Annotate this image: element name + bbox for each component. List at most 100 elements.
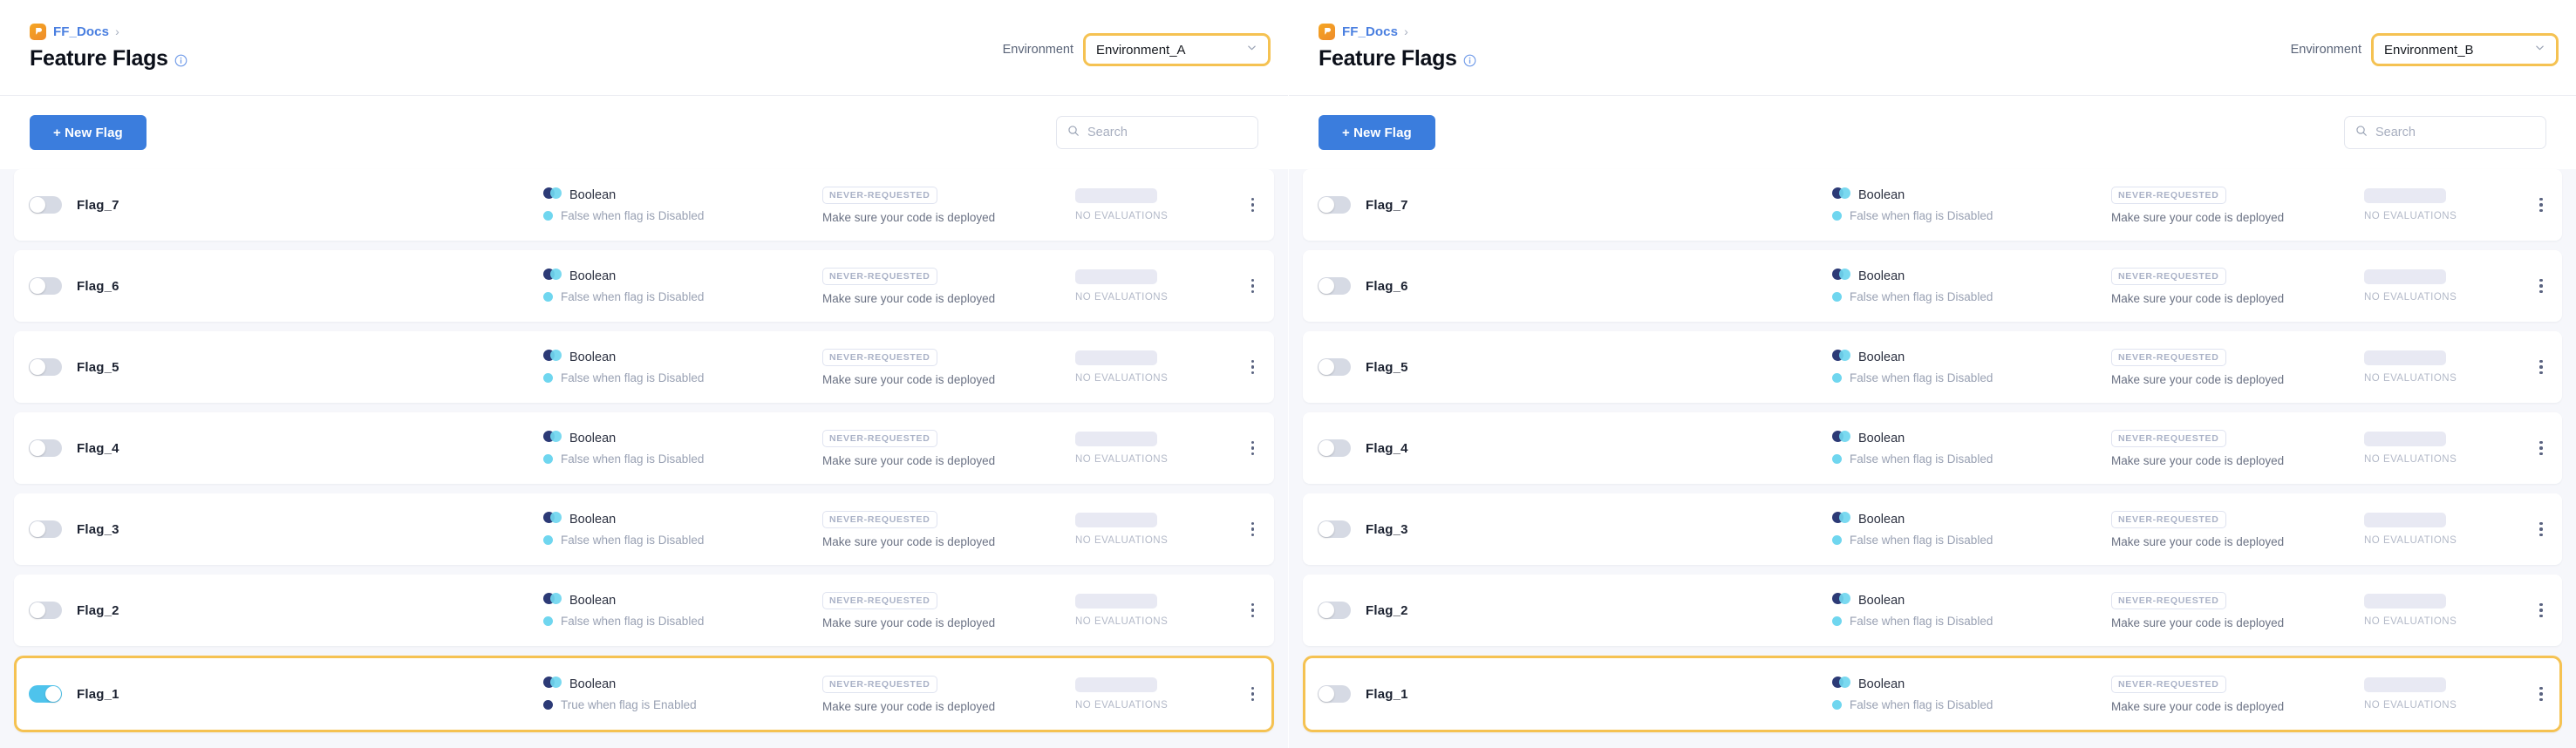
flag-variation-row: False when flag is Disabled <box>543 452 822 466</box>
flag-variation-text: False when flag is Disabled <box>1850 698 1993 711</box>
flag-name-cell: Flag_5 <box>29 358 543 376</box>
flag-toggle[interactable] <box>29 196 62 214</box>
breadcrumb-link-ff-docs[interactable]: FF_Docs <box>1342 24 1399 39</box>
flag-type-label: Boolean <box>1858 432 1905 445</box>
page-header: FF_Docs › Feature Flags Environment Environm… <box>0 0 1288 96</box>
row-menu-button[interactable] <box>1250 686 1256 702</box>
flag-row[interactable]: Flag_7 Boolean False when flag is Disabled… <box>1303 169 2562 241</box>
status-badge-wrap: NEVER-REQUESTED <box>822 429 1075 447</box>
row-menu-button[interactable] <box>2539 686 2544 702</box>
row-menu-button[interactable] <box>1250 197 1256 213</box>
row-menu-button[interactable] <box>2539 440 2544 456</box>
boolean-icon <box>1832 593 1850 609</box>
flag-row[interactable]: Flag_7 Boolean False when flag is Disabled… <box>14 169 1274 241</box>
boolean-icon <box>543 512 562 527</box>
status-badge: NEVER-REQUESTED <box>822 675 937 693</box>
kebab-menu-icon <box>2539 359 2543 375</box>
flag-toggle[interactable] <box>1318 277 1351 295</box>
flag-toggle[interactable] <box>1318 439 1351 457</box>
flag-row[interactable]: Flag_6 Boolean False when flag is Disabled… <box>1303 250 2562 322</box>
status-badge: NEVER-REQUESTED <box>822 591 937 609</box>
status-badge: NEVER-REQUESTED <box>822 267 937 285</box>
flag-type-label: Boolean <box>1858 513 1905 527</box>
flag-toggle[interactable] <box>29 602 62 619</box>
evaluations-placeholder-bar <box>1075 677 1157 692</box>
info-icon[interactable] <box>174 54 187 67</box>
flag-name-cell: Flag_4 <box>1318 439 1832 457</box>
row-menu-button[interactable] <box>1250 440 1256 456</box>
row-menu-button[interactable] <box>2539 278 2544 294</box>
row-menu-button[interactable] <box>2539 197 2544 213</box>
flag-toggle[interactable] <box>1318 602 1351 619</box>
row-menu-button[interactable] <box>1250 602 1256 618</box>
row-menu-button[interactable] <box>2539 602 2544 618</box>
kebab-menu-icon <box>1251 440 1255 456</box>
status-hint-text: Make sure your code is deployed <box>2111 534 2285 548</box>
row-menu-button[interactable] <box>2539 521 2544 537</box>
variation-dot-icon <box>1832 454 1842 464</box>
flag-name: Flag_2 <box>77 602 119 618</box>
flag-type-cell: Boolean False when flag is Disabled <box>543 593 822 628</box>
flag-row[interactable]: Flag_1 Boolean False when flag is Disabled… <box>1303 656 2562 732</box>
flag-row[interactable]: Flag_5 Boolean False when flag is Disabled… <box>14 331 1274 403</box>
variation-dot-icon <box>1832 700 1842 710</box>
variation-dot-icon <box>1832 373 1842 383</box>
search-box[interactable] <box>1056 116 1258 149</box>
flag-row[interactable]: Flag_4 Boolean False when flag is Disabled… <box>1303 412 2562 484</box>
flag-toggle[interactable] <box>29 358 62 376</box>
flag-status-cell: NEVER-REQUESTED Make sure your code is de… <box>2111 675 2364 713</box>
status-badge-wrap: NEVER-REQUESTED <box>822 675 1075 693</box>
search-input[interactable] <box>1087 126 1247 139</box>
flag-status-cell: NEVER-REQUESTED Make sure your code is de… <box>2111 510 2364 548</box>
flag-name: Flag_1 <box>1366 686 1408 702</box>
flag-type-row: Boolean <box>543 269 822 284</box>
search-input[interactable] <box>2375 126 2535 139</box>
flag-toggle[interactable] <box>1318 685 1351 703</box>
flag-row[interactable]: Flag_4 Boolean False when flag is Disabled… <box>14 412 1274 484</box>
flag-row[interactable]: Flag_3 Boolean False when flag is Disabled… <box>14 493 1274 565</box>
environment-select[interactable]: Environment_A <box>1083 33 1271 66</box>
flag-variation-text: False when flag is Disabled <box>561 290 705 303</box>
evaluations-placeholder-bar <box>2364 269 2446 284</box>
flag-row[interactable]: Flag_5 Boolean False when flag is Disabled… <box>1303 331 2562 403</box>
flag-type-row: Boolean <box>1832 677 2111 692</box>
toggle-knob <box>1319 521 1334 537</box>
flag-row[interactable]: Flag_2 Boolean False when flag is Disabled… <box>14 575 1274 646</box>
boolean-icon <box>1832 187 1850 203</box>
row-menu-button[interactable] <box>2539 359 2544 375</box>
flag-toggle[interactable] <box>29 520 62 538</box>
toggle-knob <box>1319 278 1334 294</box>
flag-toggle[interactable] <box>1318 520 1351 538</box>
boolean-icon <box>543 677 562 692</box>
flag-name: Flag_3 <box>1366 521 1408 537</box>
flag-toggle[interactable] <box>29 277 62 295</box>
flag-row[interactable]: Flag_3 Boolean False when flag is Disabled… <box>1303 493 2562 565</box>
flag-toggle[interactable] <box>1318 196 1351 214</box>
row-menu-button[interactable] <box>1250 359 1256 375</box>
flag-row[interactable]: Flag_6 Boolean False when flag is Disabled… <box>14 250 1274 322</box>
flag-toggle[interactable] <box>1318 358 1351 376</box>
flag-toggle[interactable] <box>29 685 62 703</box>
environment-select[interactable]: Environment_B <box>2371 33 2559 66</box>
evaluations-text: NO EVALUATIONS <box>1075 700 1169 711</box>
toggle-knob <box>45 686 61 702</box>
status-badge-wrap: NEVER-REQUESTED <box>822 186 1075 204</box>
new-flag-button[interactable]: + New Flag <box>30 115 147 150</box>
environment-selected-value: Environment_B <box>2384 42 2474 58</box>
flag-name-cell: Flag_2 <box>1318 602 1832 619</box>
flag-variation-text: False when flag is Disabled <box>561 371 705 384</box>
row-menu-button[interactable] <box>1250 521 1256 537</box>
flag-status-cell: NEVER-REQUESTED Make sure your code is de… <box>2111 429 2364 467</box>
flag-toggle[interactable] <box>29 439 62 457</box>
flag-type-label: Boolean <box>1858 350 1905 364</box>
row-menu-button[interactable] <box>1250 278 1256 294</box>
search-box[interactable] <box>2344 116 2546 149</box>
flag-variation-row: False when flag is Disabled <box>543 371 822 384</box>
flag-row[interactable]: Flag_1 Boolean True when flag is Enabled NE… <box>14 656 1274 732</box>
flag-row[interactable]: Flag_2 Boolean False when flag is Disabled… <box>1303 575 2562 646</box>
new-flag-button[interactable]: + New Flag <box>1319 115 1435 150</box>
breadcrumb-link-ff-docs[interactable]: FF_Docs <box>53 24 110 39</box>
evaluations-placeholder-bar <box>1075 188 1157 203</box>
info-icon[interactable] <box>1463 54 1476 67</box>
evaluations-placeholder-bar <box>2364 188 2446 203</box>
